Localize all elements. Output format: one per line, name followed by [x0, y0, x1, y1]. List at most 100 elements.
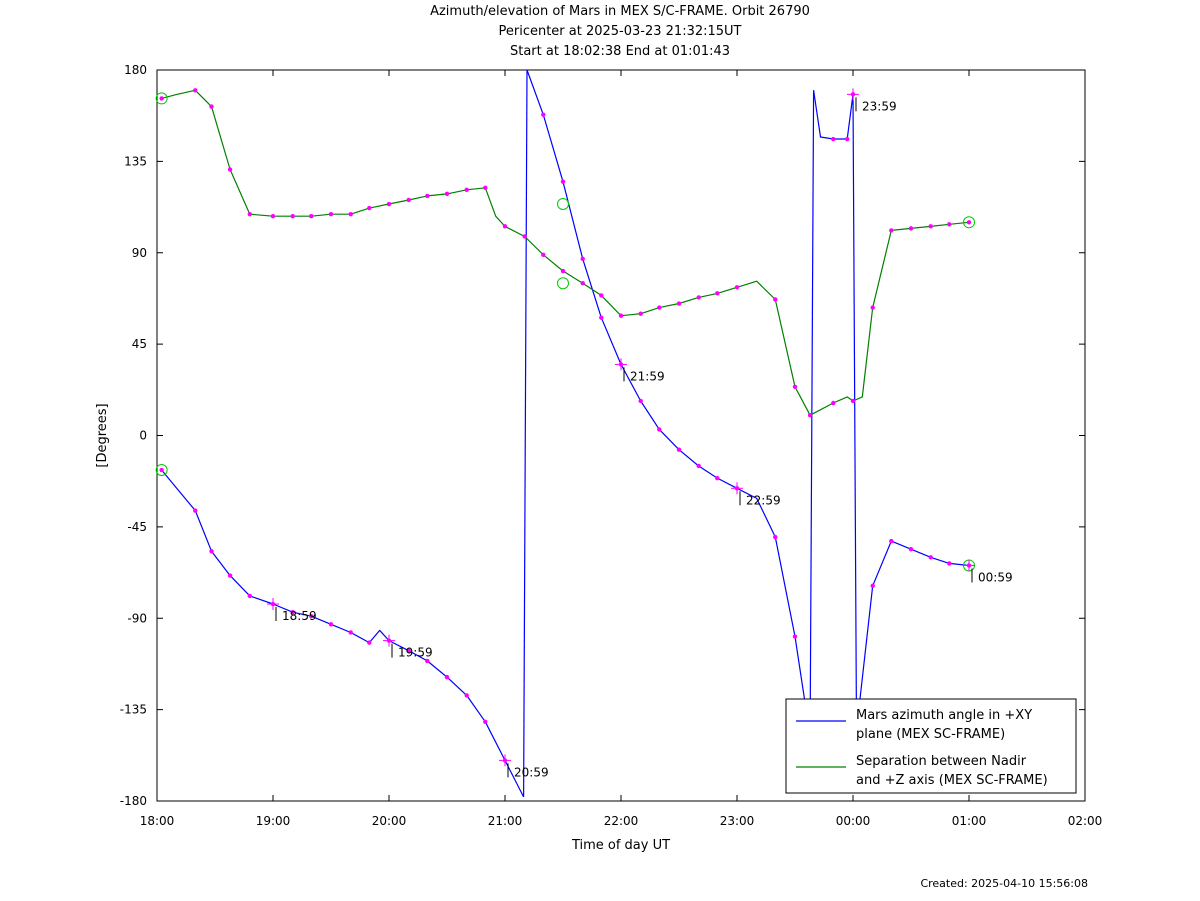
separation-data-point [502, 224, 508, 229]
azimuth-data-point [541, 112, 546, 117]
separation-data-point [947, 222, 952, 227]
azimuth-data-point [870, 583, 875, 588]
legend-label: Mars azimuth angle in +XY [856, 708, 1032, 723]
azimuth-data-point [889, 538, 894, 544]
azimuth-data-point [845, 136, 850, 142]
y-tick-label: -45 [127, 520, 147, 534]
separation-data-point [889, 228, 894, 233]
separation-data-point [696, 295, 701, 300]
azimuth-data-point [657, 427, 662, 432]
azimuth-data-point [444, 674, 450, 680]
azimuth-data-point [715, 475, 720, 481]
azimuth-endpoint-circle [557, 198, 569, 211]
hour-label: 21:59 [630, 369, 665, 383]
azimuth-data-point [464, 693, 469, 698]
legend-label: plane (MEX SC-FRAME) [856, 727, 1005, 742]
y-tick-label: 0 [139, 429, 147, 443]
chart-title: Azimuth/elevation of Mars in MEX S/C-FRA… [430, 4, 810, 19]
separation-endpoint-circle [963, 216, 975, 229]
separation-data-point [773, 297, 778, 302]
separation-data-point [618, 313, 624, 318]
hour-label: 20:59 [514, 765, 549, 779]
azimuth-data-point [908, 547, 914, 552]
azimuth-data-point [947, 561, 952, 566]
separation-data-point [522, 234, 527, 239]
x-tick-label: 19:00 [256, 814, 291, 828]
separation-data-point [386, 201, 392, 207]
separation-endpoint-circle [155, 92, 168, 105]
azimuth-data-point [193, 508, 198, 513]
separation-data-point [870, 305, 875, 310]
azimuth-data-point [425, 658, 430, 664]
separation-series-line [161, 89, 970, 416]
x-tick-label: 21:00 [488, 814, 523, 828]
azimuth-data-point [159, 467, 164, 473]
x-tick-label: 18:00 [140, 814, 175, 828]
hour-label: 18:59 [282, 609, 317, 623]
azimuth-data-point [792, 634, 798, 639]
separation-data-point [908, 226, 914, 231]
azimuth-data-point [696, 463, 701, 469]
y-tick-label: 180 [124, 63, 147, 77]
plot-frame [156, 69, 1086, 802]
x-tick-label: 00:00 [836, 814, 871, 828]
separation-data-point [483, 185, 488, 190]
azimuth-data-point [638, 398, 643, 404]
separation-data-point [734, 285, 740, 290]
chart-subtitle-start-end: Start at 18:02:38 End at 01:01:43 [509, 44, 731, 59]
separation-data-point [270, 214, 276, 219]
azimuth-series-line [813, 90, 854, 140]
azimuth-data-point [560, 179, 566, 184]
azimuth-series-line [161, 469, 525, 798]
azimuth-series-line [526, 69, 811, 737]
separation-data-point [348, 211, 353, 217]
separation-data-point [541, 252, 546, 257]
separation-data-point [290, 214, 295, 219]
hour-label: 23:59 [862, 99, 897, 113]
azimuth-data-point [676, 447, 682, 452]
separation-data-point [560, 268, 566, 274]
separation-data-point [928, 224, 933, 229]
azimuth-data-point [831, 136, 836, 142]
legend-label: and +Z axis (MEX SC-FRAME) [856, 773, 1048, 788]
azimuth-data-point [247, 593, 252, 599]
azimuth-data-point [328, 622, 334, 627]
azimuth-data-point [227, 573, 233, 578]
y-tick-label: 45 [132, 337, 147, 351]
y-tick-label: 135 [124, 154, 147, 168]
azimuth-data-point [599, 315, 604, 320]
separation-data-point [638, 311, 643, 316]
azimuth-data-point [580, 256, 585, 262]
x-tick-label: 20:00 [372, 814, 407, 828]
azimuth-data-point [367, 640, 372, 645]
azimuth-data-point [406, 648, 411, 653]
separation-data-point [599, 293, 604, 298]
azimuth-data-point [483, 719, 488, 725]
separation-data-point [367, 205, 372, 211]
y-tick-label: -135 [120, 703, 147, 717]
azimuth-data-point [209, 549, 214, 554]
separation-data-point [850, 398, 856, 404]
legend-label: Separation between Nadir [856, 754, 1027, 769]
separation-data-point [966, 220, 972, 225]
azimuth-data-point [290, 609, 295, 615]
azimuth-data-point [773, 534, 778, 540]
azimuth-series-line [522, 69, 528, 797]
separation-data-point [792, 384, 798, 389]
x-tick-label: 22:00 [604, 814, 639, 828]
azimuth-data-point [348, 630, 353, 635]
y-tick-label: -180 [120, 794, 147, 808]
azimuth-data-point [309, 614, 314, 619]
separation-data-point [193, 88, 198, 93]
hour-label: 19:59 [398, 646, 433, 660]
separation-data-point [209, 104, 214, 109]
x-tick-label: 23:00 [720, 814, 755, 828]
hour-label: 22:59 [746, 493, 781, 507]
x-axis-label: Time of day UT [571, 838, 670, 853]
azimuth-endpoint-circle [155, 464, 168, 477]
created-timestamp: Created: 2025-04-10 15:56:08 [920, 877, 1088, 890]
x-tick-label: 01:00 [952, 814, 987, 828]
separation-data-point [406, 197, 411, 203]
separation-data-point [676, 301, 682, 306]
